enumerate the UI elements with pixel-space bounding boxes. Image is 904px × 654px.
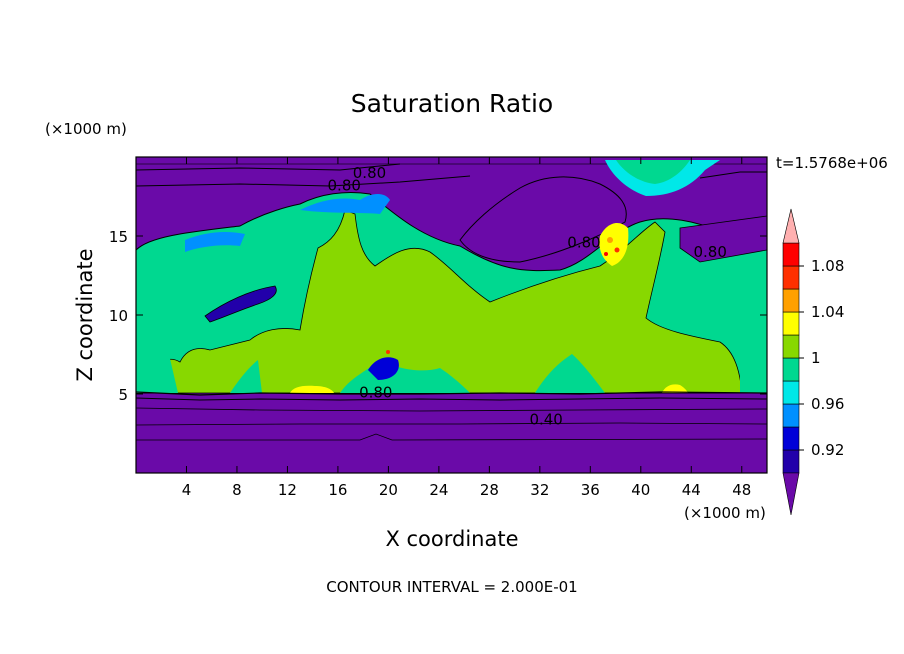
contour-line-2: [136, 397, 767, 401]
colorbar-segment: [782, 334, 800, 359]
x-tick-label: 4: [182, 481, 192, 499]
contour-interval-footer: CONTOUR INTERVAL = 2.000E-01: [326, 578, 577, 596]
colorbar-tick-label: 0.92: [811, 441, 844, 459]
colorbar-segment: [782, 426, 800, 451]
hot-spot-1: [607, 237, 613, 243]
contour-label: 0.80: [694, 243, 727, 261]
colorbar-tick-label: 1.08: [811, 257, 844, 275]
x-tick-label: 44: [682, 481, 701, 499]
contour-line-7: [136, 163, 401, 171]
left-blue-streak: [185, 232, 245, 252]
contour-line-4: [136, 422, 767, 426]
x-tick-label: 28: [480, 481, 499, 499]
y-tick-label: 15: [109, 228, 128, 246]
colorbar-segment: [782, 265, 800, 290]
x-axis: 4 8 12 16 20 24 28 32 36 40 44 48: [182, 157, 751, 499]
hot-spot-2: [614, 247, 620, 253]
contour-labels: 0.800.800.800.800.800.40: [328, 164, 727, 428]
colorbar-segment: [782, 449, 800, 474]
contour-label: 0.40: [529, 410, 562, 428]
x-tick-label: 36: [581, 481, 600, 499]
x-tick-label: 40: [631, 481, 650, 499]
left-near-sat-patch: [136, 345, 178, 393]
contour-line-3: [136, 407, 767, 412]
blue-pocket: [368, 357, 399, 380]
colorbar-segment: [782, 403, 800, 428]
yellow-patch-2: [662, 384, 688, 393]
contour-label: 0.80: [328, 176, 361, 194]
right-near-sat-patch: [740, 342, 767, 393]
cap-near-sat: [616, 160, 690, 184]
colorbar-bottom-arrow: [782, 472, 800, 516]
upper-dry-intrusion: [459, 176, 627, 263]
colorbar-tick-label: 0.96: [811, 395, 844, 413]
dry-filament: [204, 285, 277, 323]
contour-label: 0.80: [359, 383, 392, 401]
colorbar-segment: [782, 242, 800, 267]
colorbar-segment: [782, 357, 800, 382]
colorbar-segment: [782, 288, 800, 313]
colorbar-segment: [782, 311, 800, 336]
contour-line-1: [136, 391, 767, 396]
contour-label: 0.80: [353, 164, 386, 182]
x-axis-units: (×1000 m): [684, 504, 766, 522]
upper-blue-band: [300, 194, 390, 214]
x-tick-label: 32: [530, 481, 549, 499]
plot-area: [136, 157, 767, 473]
chart-title: Saturation Ratio: [351, 89, 553, 118]
x-tick-label: 12: [278, 481, 297, 499]
saturated-region: [151, 209, 743, 394]
y-tick-label: 10: [109, 307, 128, 325]
gap-patch-1: [230, 360, 262, 393]
y-axis: 5 10 15: [109, 228, 767, 404]
colorbar-tick-label: 1: [811, 349, 821, 367]
x-axis-label: X coordinate: [385, 527, 518, 551]
y-axis-units: (×1000 m): [45, 120, 127, 138]
x-tick-label: 8: [232, 481, 242, 499]
y-axis-label: Z coordinate: [73, 248, 97, 381]
colorbar-top-arrow: [782, 208, 800, 244]
x-tick-label: 16: [328, 481, 347, 499]
contour-label: 0.80: [567, 233, 600, 251]
hot-spot-3: [604, 252, 608, 256]
x-tick-label: 48: [732, 481, 751, 499]
time-label: t=1.5768e+06: [776, 154, 888, 172]
y-tick-label: 5: [118, 386, 128, 404]
contour-line-6: [136, 175, 471, 187]
hot-spot-4: [386, 350, 390, 354]
contour-line-8: [699, 171, 767, 179]
contour-line-5: [136, 433, 767, 441]
x-tick-label: 20: [379, 481, 398, 499]
colorbar-tick-label: 1.04: [811, 303, 844, 321]
x-tick-label: 24: [429, 481, 448, 499]
colorbar: 0.92 0.96 1 1.04 1.08: [782, 208, 844, 516]
colorbar-segment: [782, 380, 800, 405]
top-boundary-band: [136, 157, 767, 165]
yellow-patch-1: [290, 385, 334, 393]
right-dry-pocket: [679, 215, 767, 263]
gap-patch-3: [535, 354, 605, 393]
